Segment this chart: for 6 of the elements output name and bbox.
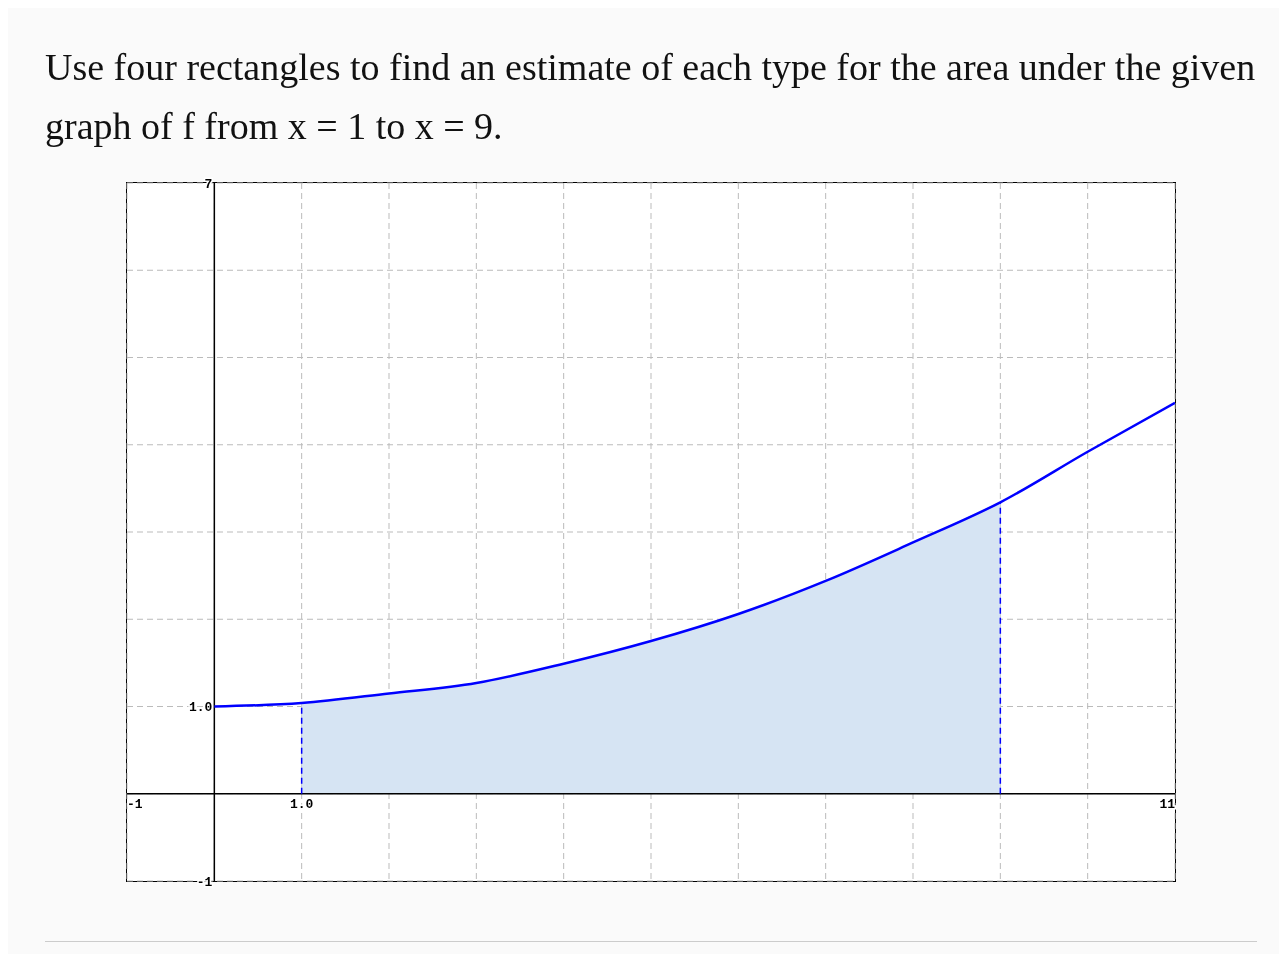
y-tick-label: 1.0	[188, 700, 213, 715]
x-tick-label: 1.0	[289, 796, 314, 812]
line-series	[213, 401, 1175, 708]
chart-title: Use four rectangles to find an estimate of each type for the area under the given graph of f from x = 1 to x = 9.	[45, 45, 1257, 149]
x-tick-label: -1	[127, 796, 143, 812]
x-tick-label: 11	[1159, 796, 1176, 812]
